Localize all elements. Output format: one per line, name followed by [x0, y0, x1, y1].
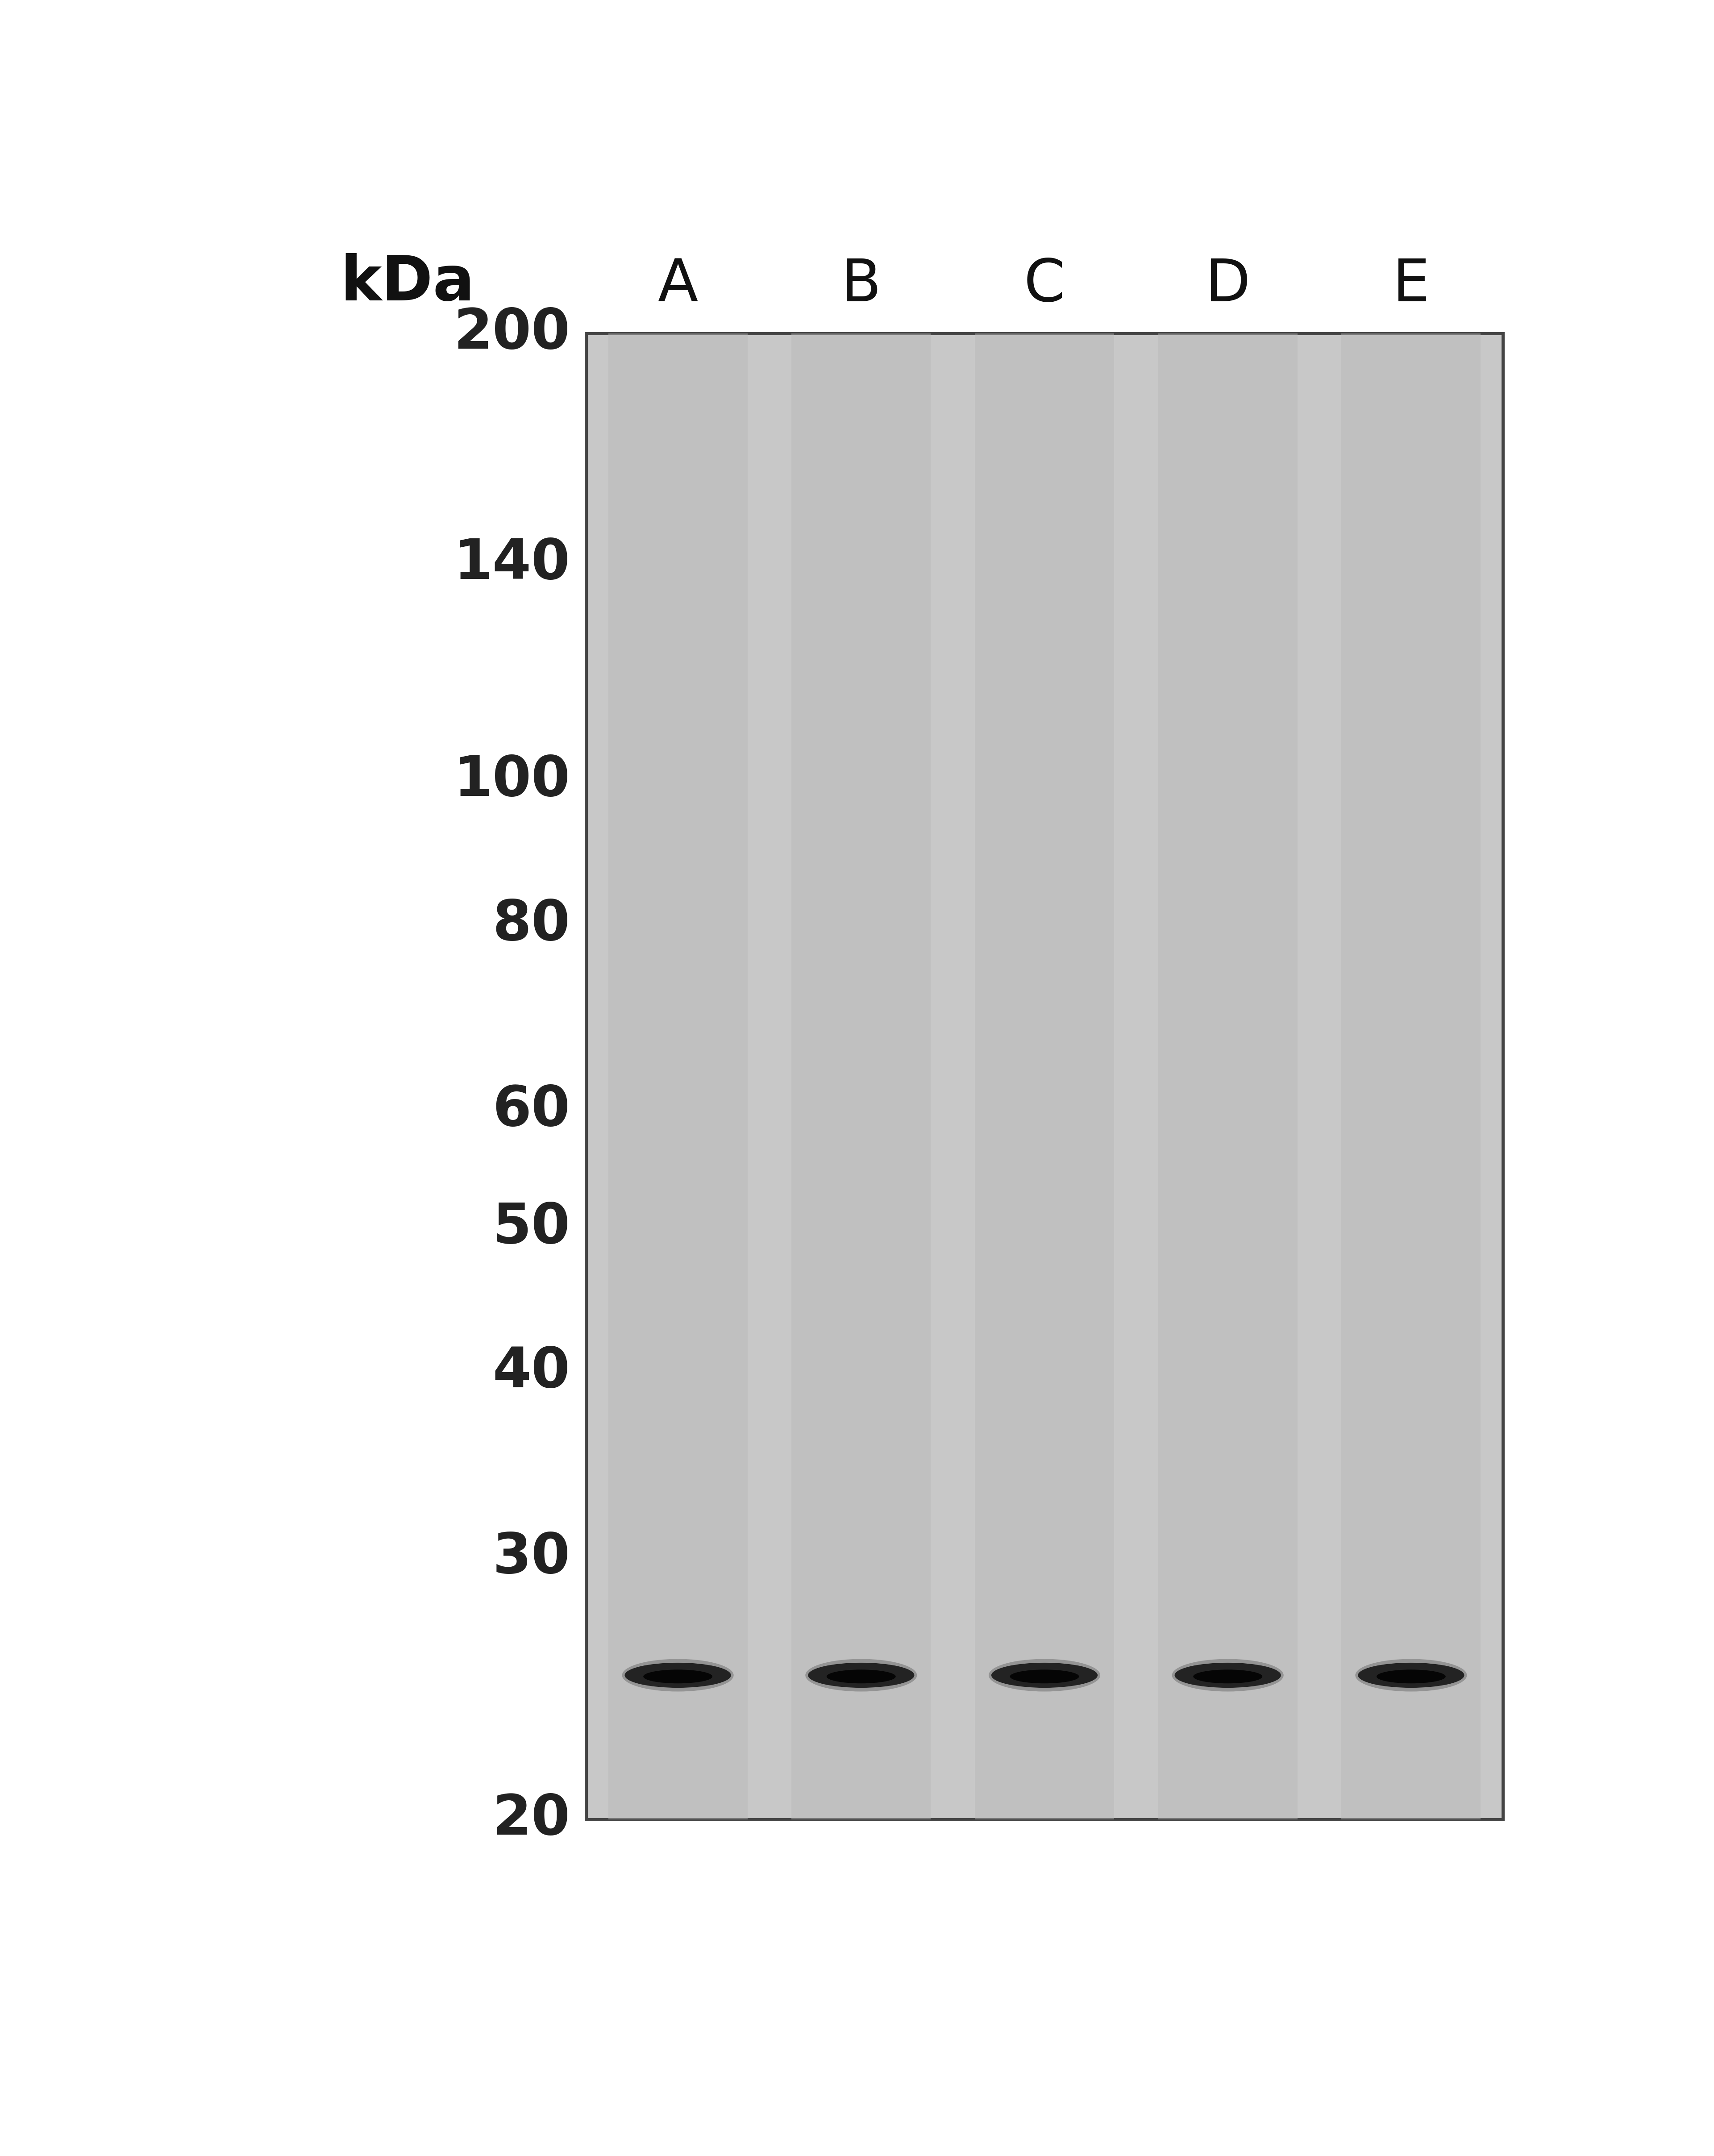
Bar	[792, 334, 931, 1820]
Text: 100: 100	[454, 755, 571, 808]
Ellipse shape	[806, 1658, 917, 1692]
Text: 60: 60	[492, 1082, 571, 1138]
Text: kDa: kDa	[341, 252, 475, 313]
Ellipse shape	[1193, 1669, 1262, 1684]
Text: 200: 200	[454, 306, 571, 360]
Text: 40: 40	[492, 1345, 571, 1399]
Text: 50: 50	[492, 1201, 571, 1255]
Text: D: D	[1205, 257, 1251, 313]
Bar	[586, 334, 1503, 1820]
Text: E: E	[1392, 257, 1429, 313]
Ellipse shape	[1010, 1669, 1080, 1684]
Bar	[1159, 334, 1297, 1820]
Ellipse shape	[1357, 1662, 1464, 1688]
Ellipse shape	[1174, 1662, 1280, 1688]
Ellipse shape	[989, 1658, 1100, 1692]
Text: 30: 30	[492, 1531, 571, 1585]
Text: C: C	[1023, 257, 1064, 313]
Ellipse shape	[1356, 1658, 1467, 1692]
Ellipse shape	[1172, 1658, 1284, 1692]
Ellipse shape	[1376, 1669, 1445, 1684]
Text: 20: 20	[492, 1792, 571, 1846]
Text: 80: 80	[492, 897, 571, 951]
Bar	[1342, 334, 1481, 1820]
Ellipse shape	[624, 1662, 730, 1688]
Text: A: A	[658, 257, 698, 313]
Bar	[975, 334, 1114, 1820]
Ellipse shape	[622, 1658, 734, 1692]
Ellipse shape	[826, 1669, 896, 1684]
Text: 140: 140	[454, 537, 571, 591]
Ellipse shape	[643, 1669, 713, 1684]
Ellipse shape	[991, 1662, 1097, 1688]
Text: B: B	[842, 257, 881, 313]
Ellipse shape	[807, 1662, 914, 1688]
Bar	[608, 334, 747, 1820]
